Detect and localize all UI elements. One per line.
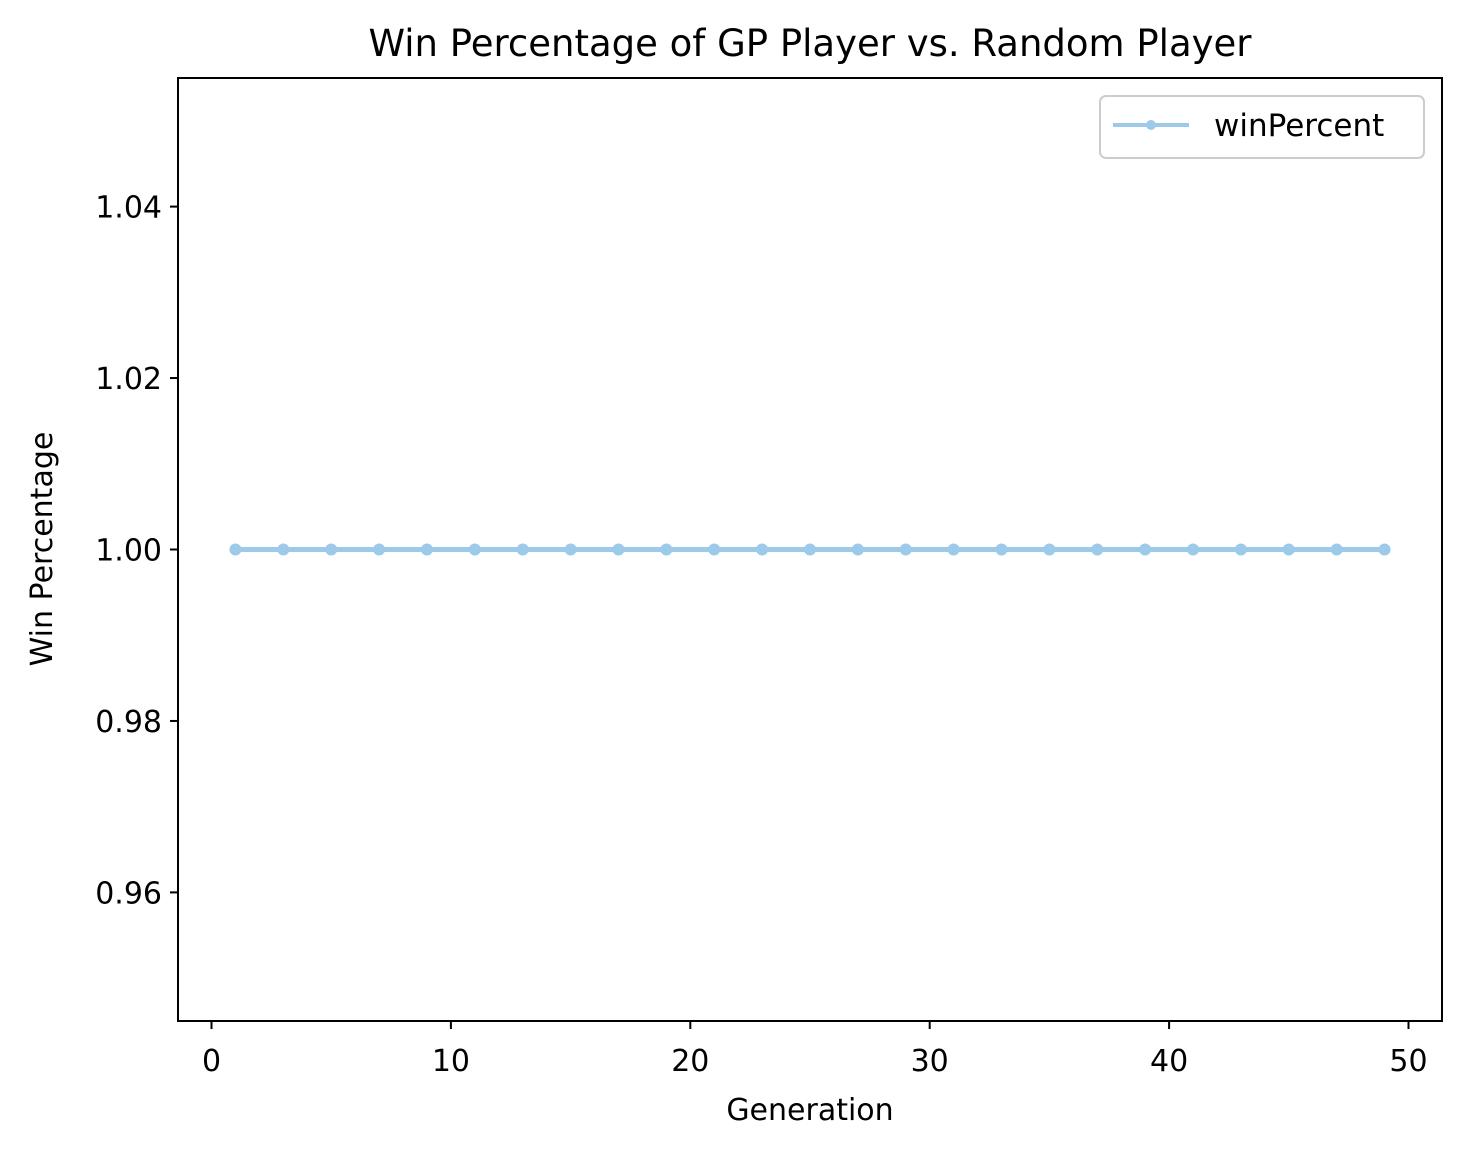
- data-point: [1091, 543, 1104, 556]
- data-point: [1234, 543, 1247, 556]
- x-tick-label: 40: [1150, 1044, 1188, 1079]
- x-axis-label: Generation: [726, 1093, 893, 1128]
- data-point: [564, 543, 577, 556]
- x-tick-label: 20: [671, 1044, 709, 1079]
- data-point: [373, 543, 386, 556]
- y-axis-label: Win Percentage: [25, 432, 60, 667]
- series-layer: [229, 543, 1391, 556]
- x-axis-ticks: 0 10 20 30 40 50: [202, 1021, 1428, 1079]
- data-point: [277, 543, 290, 556]
- chart-title: Win Percentage of GP Player vs. Random P…: [368, 22, 1252, 65]
- y-tick-label: 1.00: [95, 534, 162, 569]
- data-point: [995, 543, 1008, 556]
- data-point: [1330, 543, 1343, 556]
- y-tick-label: 1.04: [95, 191, 162, 226]
- y-axis-ticks: 0.96 0.98 1.00 1.02 1.04: [95, 191, 178, 911]
- data-point: [516, 543, 529, 556]
- data-point: [1043, 543, 1056, 556]
- x-tick-label: 50: [1389, 1044, 1427, 1079]
- legend-box: [1099, 95, 1425, 159]
- data-point: [468, 543, 481, 556]
- x-tick-label: 0: [202, 1044, 221, 1079]
- data-point: [1187, 543, 1200, 556]
- legend-entry-winpercent: winPercent: [1214, 108, 1384, 144]
- plot-area-frame: [177, 77, 1443, 1022]
- data-point: [612, 543, 625, 556]
- legend-marker-swatch: [1146, 120, 1156, 130]
- legend: winPercent: [1099, 95, 1425, 159]
- y-tick-label: 0.96: [95, 876, 162, 911]
- data-point: [420, 543, 433, 556]
- data-point: [899, 543, 912, 556]
- data-point: [1378, 543, 1391, 556]
- x-tick-label: 10: [432, 1044, 470, 1079]
- data-point: [708, 543, 721, 556]
- data-point: [1139, 543, 1152, 556]
- y-tick-label: 1.02: [95, 362, 162, 397]
- data-point: [756, 543, 769, 556]
- x-tick-label: 30: [911, 1044, 949, 1079]
- data-point: [660, 543, 673, 556]
- y-tick-label: 0.98: [95, 705, 162, 740]
- data-point: [229, 543, 242, 556]
- data-point: [851, 543, 864, 556]
- data-point: [804, 543, 816, 556]
- data-point: [947, 543, 960, 556]
- data-point: [1282, 543, 1295, 556]
- data-point: [325, 543, 338, 556]
